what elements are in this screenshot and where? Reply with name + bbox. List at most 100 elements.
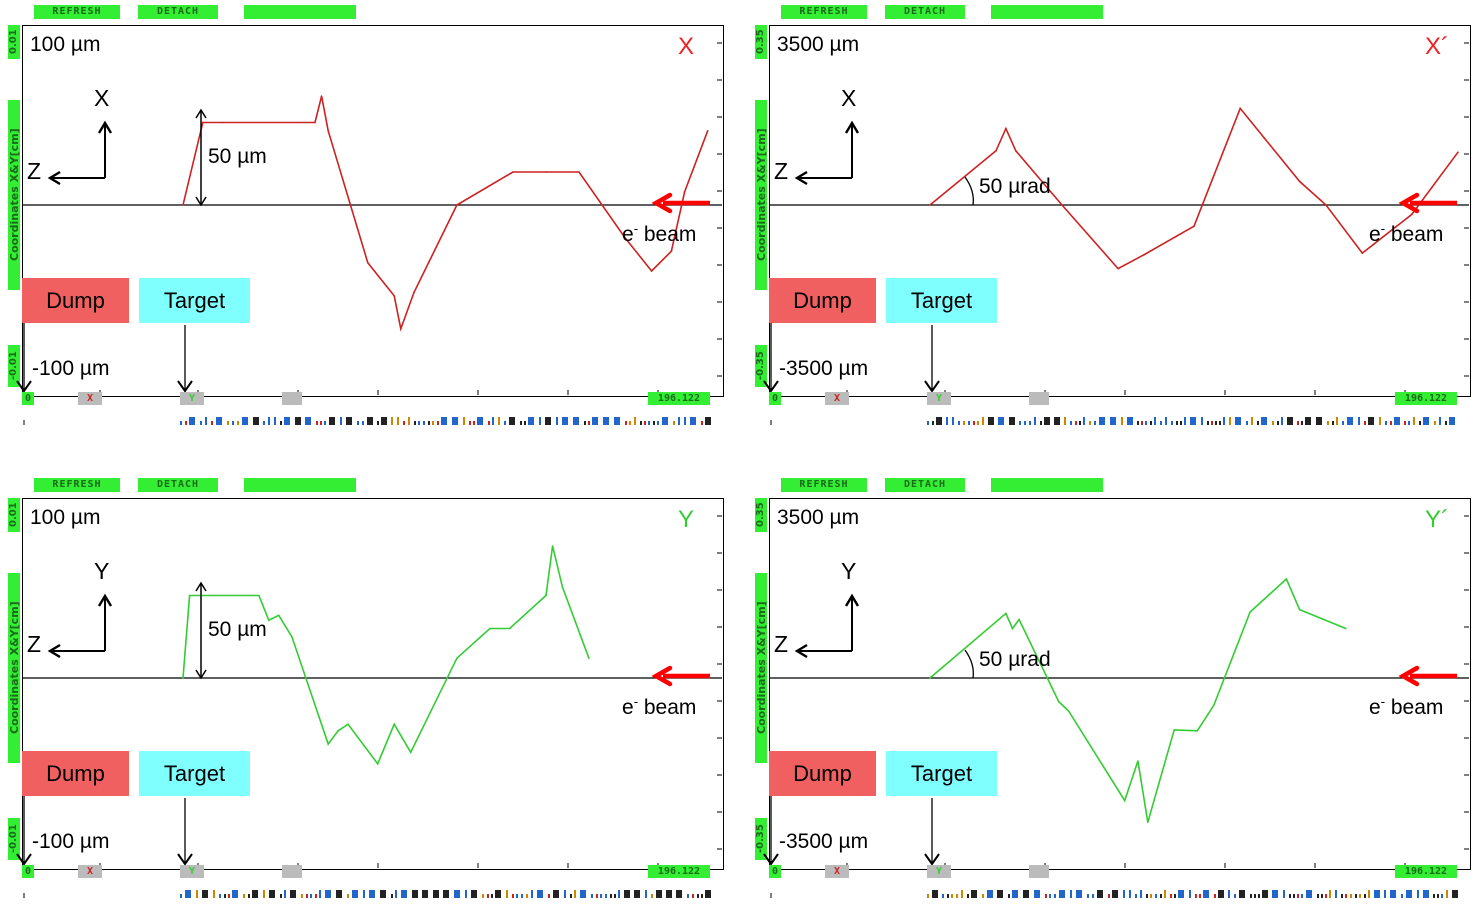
lattice-marker (509, 417, 515, 425)
lattice-marker (495, 890, 501, 898)
lattice-marker (295, 417, 301, 425)
lattice-marker (403, 421, 405, 425)
lattice-marker (625, 421, 627, 425)
lattice-marker (1029, 421, 1031, 425)
status-bar-button[interactable] (244, 5, 356, 19)
refresh-button[interactable]: REFRESH (781, 478, 867, 492)
data-point (1193, 225, 1195, 227)
bottom-blank-tag[interactable] (282, 392, 302, 405)
lattice-marker (290, 890, 296, 898)
lattice-marker (1150, 421, 1152, 425)
bottom-blank-tag[interactable] (282, 865, 302, 878)
data-point (1298, 608, 1301, 611)
plot-panel-y: REFRESH DETACH 0.01 Coordinates X&Y[cm] -0.0… (8, 478, 728, 918)
data-point (624, 237, 626, 239)
lattice-marker (340, 417, 342, 425)
refresh-button[interactable]: REFRESH (34, 5, 120, 19)
refresh-button[interactable]: REFRESH (34, 478, 120, 492)
angle-arc (964, 649, 974, 679)
bottom-zero-tag[interactable]: 0 (769, 865, 781, 878)
vertical-axis-arrowhead (844, 593, 860, 607)
beam-label-e: e (622, 223, 634, 246)
lattice-marker (684, 417, 686, 425)
detach-button[interactable]: DETACH (885, 5, 965, 19)
lattice-marker (1408, 421, 1410, 425)
detach-button[interactable]: DETACH (885, 478, 965, 492)
lattice-marker (1164, 890, 1166, 898)
lattice-marker (1364, 421, 1366, 425)
bottom-x-tag[interactable]: X (825, 392, 849, 405)
bottom-zero-tag[interactable]: 0 (22, 392, 34, 405)
vertical-axis-letter: X (841, 85, 857, 111)
status-bar-button[interactable] (991, 5, 1103, 19)
lattice-marker (1054, 417, 1060, 425)
lattice-marker (1201, 417, 1203, 425)
data-point (1137, 760, 1139, 762)
beam-label: e- beam (622, 694, 696, 720)
lattice-marker (634, 417, 636, 425)
lattice-marker (1150, 894, 1152, 898)
lattice-marker (473, 421, 475, 425)
lattice-marker (441, 417, 447, 425)
lattice-marker (224, 894, 226, 898)
bottom-blank-tag[interactable] (1029, 392, 1049, 405)
target-label: Target (139, 751, 250, 796)
lattice-marker (228, 894, 230, 898)
data-point (258, 594, 260, 597)
vertical-axis-arrowhead (97, 593, 113, 607)
lattice-marker (580, 890, 586, 898)
lattice-marker (1385, 421, 1387, 425)
data-point (393, 723, 396, 725)
lattice-marker (363, 890, 365, 898)
lattice-marker (988, 417, 994, 425)
detach-button[interactable]: DETACH (138, 478, 218, 492)
lattice-marker (422, 890, 428, 898)
lattice-marker (1327, 421, 1329, 425)
bottom-x-tag[interactable]: X (78, 865, 102, 878)
bottom-zero-tag[interactable]: 0 (22, 865, 34, 878)
bottom-value-tag: 196.122 (1395, 865, 1457, 878)
lattice-marker (237, 421, 239, 425)
refresh-button[interactable]: REFRESH (781, 5, 867, 19)
lattice-marker (521, 894, 523, 898)
bottom-y-tag[interactable]: Y (927, 865, 951, 878)
lattice-marker (1189, 890, 1191, 898)
lattice-marker (362, 421, 364, 425)
lattice-marker (443, 890, 449, 898)
z-axis-arrowhead (794, 643, 808, 659)
bottom-zero-tag[interactable]: 0 (769, 392, 781, 405)
bottom-x-tag[interactable]: X (825, 865, 849, 878)
lattice-marker (423, 421, 425, 425)
bottom-x-tag[interactable]: X (78, 392, 102, 405)
lattice-marker (1155, 894, 1157, 898)
lattice-marker (1040, 421, 1042, 425)
beam-arrow-head (651, 665, 673, 687)
lattice-marker (1390, 890, 1396, 898)
lattice-marker (1127, 417, 1133, 425)
lattice-marker (1076, 890, 1082, 898)
lattice-marker (1154, 417, 1156, 425)
lattice-marker (391, 894, 393, 898)
bottom-y-tag[interactable]: Y (180, 392, 204, 405)
chart-svg (16, 42, 722, 425)
bottom-blank-tag[interactable] (1029, 865, 1049, 878)
lattice-marker (605, 894, 607, 898)
lattice-marker (1219, 421, 1221, 425)
lattice-marker (657, 421, 659, 425)
bottom-y-tag[interactable]: Y (180, 865, 204, 878)
detach-button[interactable]: DETACH (138, 5, 218, 19)
lattice-marker (666, 890, 672, 898)
plot-area (769, 25, 1471, 397)
lattice-marker (1258, 894, 1260, 898)
data-point (1213, 704, 1215, 707)
bottom-y-tag[interactable]: Y (927, 392, 951, 405)
lattice-marker (973, 421, 975, 425)
status-bar-button[interactable] (244, 478, 356, 492)
lattice-marker (1145, 421, 1147, 425)
lattice-marker (305, 417, 311, 425)
beam-label: e- beam (1369, 221, 1443, 247)
lattice-marker (1207, 421, 1209, 425)
status-bar-button[interactable] (991, 478, 1103, 492)
data-point (413, 291, 415, 294)
lattice-marker (1059, 890, 1065, 898)
